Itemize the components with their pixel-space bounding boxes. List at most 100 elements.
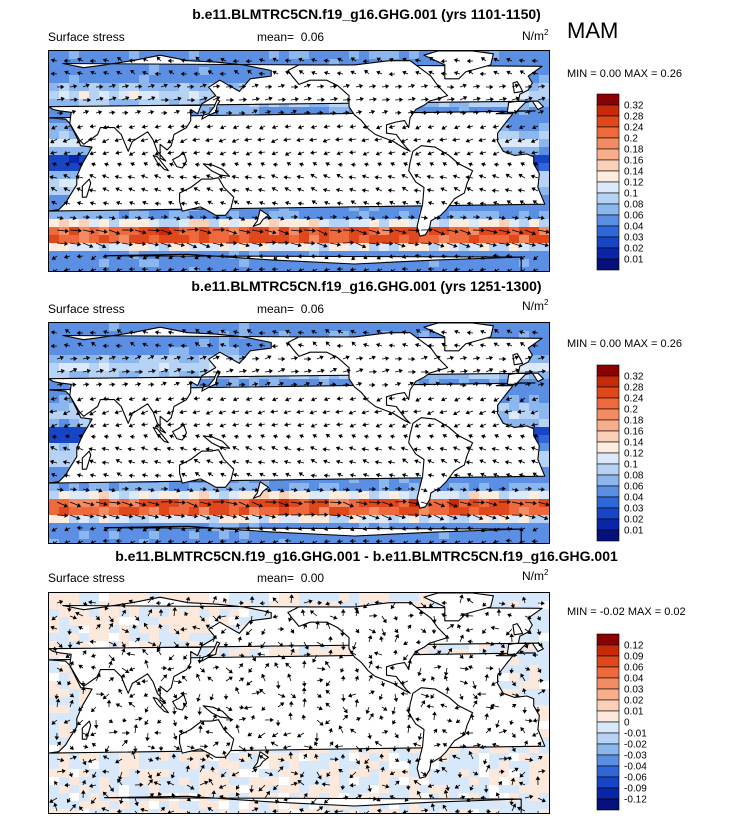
colorbar-label: 0.01 [624, 526, 644, 537]
colorbar-swatch [596, 787, 620, 800]
panel3-mean-label: mean= 0.00 [257, 571, 325, 585]
panel2-mean-value: 0.06 [300, 302, 325, 316]
colorbar-swatch [596, 225, 620, 238]
colorbar-label: 0.01 [624, 707, 644, 718]
landmass [287, 332, 449, 424]
panel2-units: N/m2 [522, 298, 549, 313]
colorbar-swatch [596, 644, 620, 657]
colorbar-swatch [596, 496, 620, 509]
landmass [179, 449, 235, 488]
landmass [408, 145, 474, 237]
colorbar-swatch [596, 170, 620, 183]
colorbar-label: 0.06 [624, 482, 644, 493]
landmass [152, 426, 169, 444]
panel1-units: N/m2 [522, 28, 549, 43]
panel3-field-label: Surface stress [48, 571, 125, 585]
colorbar-label: 0 [624, 718, 630, 729]
colorbar-swatch [596, 375, 620, 388]
panel3-colorbar: 0.12 0.09 0.06 0.04 0.03 0.02 0.01 0 -0.01 -0.02-… [596, 633, 667, 812]
colorbar-swatch [596, 181, 620, 194]
panel1-minmax: MIN = 0.00 MAX = 0.26 [567, 68, 682, 80]
colorbar-label: 0.16 [624, 156, 644, 167]
colorbar-swatch [596, 364, 620, 377]
landmass [423, 323, 494, 352]
colorbar-label: 0.04 [624, 222, 644, 233]
colorbar-swatch [596, 721, 620, 734]
colorbar-label: -0.09 [624, 784, 647, 795]
colorbar-swatch [596, 463, 620, 476]
colorbar-label: 0.14 [624, 438, 644, 449]
landmass [201, 641, 221, 662]
colorbar-label: 0.03 [624, 685, 644, 696]
colorbar-label: 0.16 [624, 427, 644, 438]
colorbar-label: 0.12 [624, 178, 644, 189]
colorbar-swatch [596, 529, 620, 542]
colorbar-label: 0.08 [624, 200, 644, 211]
colorbar-label: 0.04 [624, 493, 644, 504]
landmass [287, 602, 449, 694]
colorbar-label: -0.02 [624, 740, 647, 751]
landmass [81, 720, 92, 740]
season-label: MAM [567, 18, 619, 43]
colorbar-swatch [596, 148, 620, 161]
colorbar-label: -0.04 [624, 762, 647, 773]
panel3-map [48, 592, 550, 814]
colorbar-label: -0.12 [624, 795, 647, 806]
panel3-units: N/m2 [522, 568, 549, 583]
landmass [202, 435, 231, 449]
panel2-field-label: Surface stress [48, 302, 125, 316]
colorbar-swatch [596, 115, 620, 128]
landmass [201, 99, 221, 120]
colorbar-label: -0.03 [624, 751, 647, 762]
colorbar-swatch [596, 192, 620, 205]
landmass [408, 417, 474, 509]
panel1-field-label: Surface stress [48, 30, 125, 44]
colorbar-label: 0.1 [624, 460, 638, 471]
landmass [81, 450, 92, 470]
colorbar-label: 0.24 [624, 394, 644, 405]
colorbar-label: 0.06 [624, 211, 644, 222]
colorbar-swatch [596, 126, 620, 139]
panel3-minmax: MIN = -0.02 MAX = 0.02 [567, 606, 686, 618]
colorbar-label: 0.09 [624, 652, 644, 663]
colorbar-label: 0.02 [624, 244, 644, 255]
colorbar-swatch [596, 214, 620, 227]
colorbar-label: 0.28 [624, 383, 644, 394]
colorbar-label: 0.01 [624, 255, 644, 266]
colorbar-swatch [596, 518, 620, 531]
colorbar-label: 0.18 [624, 416, 644, 427]
colorbar-swatch [596, 655, 620, 668]
colorbar-swatch [596, 408, 620, 421]
landmass [252, 481, 269, 499]
colorbar-swatch [596, 137, 620, 150]
panel2-mean-label: mean= 0.06 [257, 302, 325, 316]
colorbar-label: 0.02 [624, 515, 644, 526]
panel1-mean-value: 0.06 [300, 30, 325, 44]
colorbar-swatch [596, 699, 620, 712]
colorbar-swatch [596, 247, 620, 260]
colorbar-label: 0.18 [624, 145, 644, 156]
colorbar-label: 0.08 [624, 471, 644, 482]
panel1-map [48, 50, 550, 272]
colorbar-label: 0.32 [624, 101, 644, 112]
colorbar-swatch [596, 452, 620, 465]
colorbar-swatch [596, 732, 620, 745]
colorbar-label: 0.2 [624, 134, 638, 145]
colorbar-swatch [596, 485, 620, 498]
panel2-minmax: MIN = 0.00 MAX = 0.26 [567, 338, 682, 350]
landmass [287, 60, 449, 152]
colorbar-swatch [596, 430, 620, 443]
colorbar-label: 0.24 [624, 123, 644, 134]
colorbar-label: 0.06 [624, 663, 644, 674]
landmass [252, 209, 269, 227]
landmass [104, 525, 522, 543]
colorbar-label: 0.12 [624, 641, 644, 652]
colorbar-swatch [596, 159, 620, 172]
colorbar-swatch [596, 93, 620, 106]
colorbar-swatch [596, 104, 620, 117]
panel2-title: b.e11.BLMTRC5CN.f19_g16.GHG.001 (yrs 125… [191, 278, 542, 294]
colorbar-swatch [596, 776, 620, 789]
panel2-map [48, 322, 550, 544]
colorbar-swatch [596, 710, 620, 723]
landmass [423, 593, 494, 622]
